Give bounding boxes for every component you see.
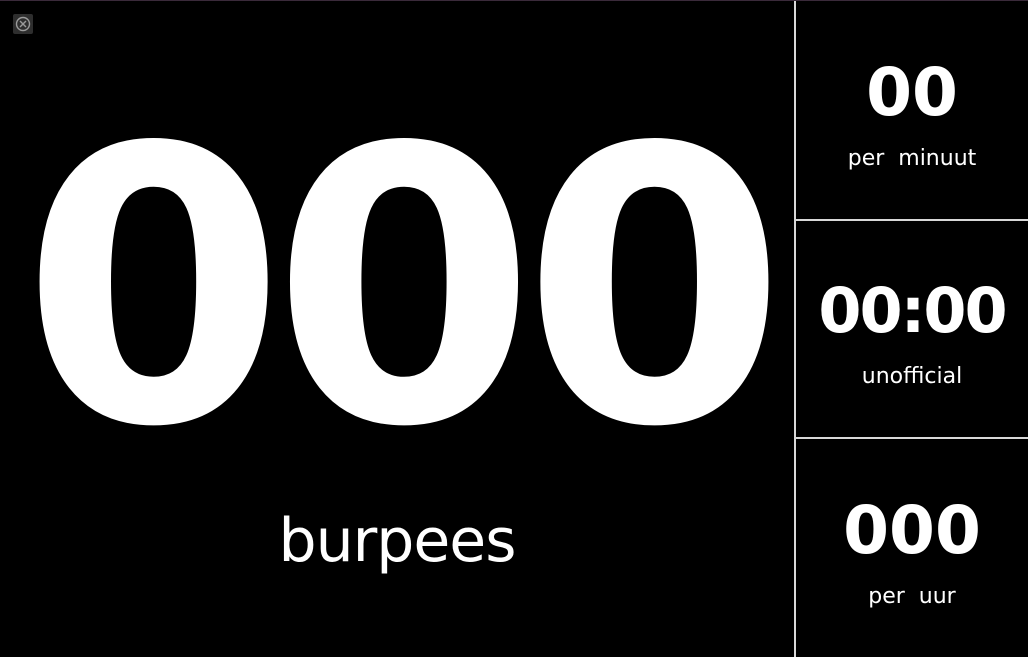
close-circle-icon [15,16,31,32]
burpee-count: 000 [21,67,786,510]
per-minute-tile: 00 per minuut [796,1,1028,219]
per-minute-value: 00 [866,54,958,131]
per-hour-tile: 000 per uur [796,437,1028,655]
per-hour-label: per uur [868,584,956,609]
stats-sidebar: 00 per minuut 00:00 unofficial 000 per u… [794,1,1028,657]
timer-value: 00:00 [818,274,1007,347]
timer-tile: 00:00 unofficial [796,219,1028,437]
close-button[interactable] [13,14,33,34]
burpee-count-label: burpees [278,506,517,576]
main-counter-panel: 000 burpees [0,1,794,657]
per-hour-value: 000 [843,492,981,569]
per-minute-label: per minuut [847,146,977,171]
timer-label: unofficial [861,364,963,389]
